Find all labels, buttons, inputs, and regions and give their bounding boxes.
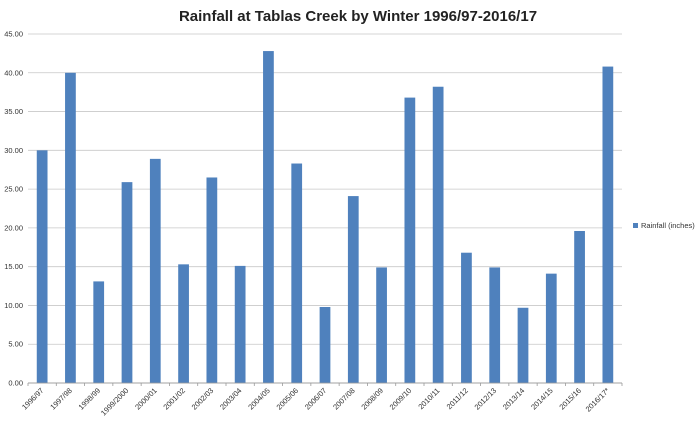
bar: [206, 177, 218, 383]
x-tick-label: 2003/04: [218, 386, 244, 412]
bar: [121, 182, 133, 383]
bar: [65, 72, 76, 384]
x-tick-label: 2012/13: [473, 386, 499, 412]
bar: [432, 86, 444, 383]
x-tick-label: 2016/17*: [584, 386, 612, 414]
x-tick-label: 1999/2000: [99, 386, 130, 417]
x-tick-label: 2008/09: [359, 386, 385, 412]
x-tick-label: 2010/11: [416, 386, 441, 411]
x-tick-label: 2011/12: [445, 386, 470, 411]
chart-title: Rainfall at Tablas Creek by Winter 1996/…: [179, 8, 537, 25]
legend-swatch: [633, 223, 638, 228]
bar: [347, 196, 359, 383]
y-tick-label: 40.00: [4, 68, 23, 77]
bar: [574, 230, 585, 383]
legend: Rainfall (inches): [633, 221, 695, 230]
bar: [291, 163, 303, 383]
bar: [489, 267, 501, 383]
x-tick-label: 2000/01: [133, 386, 159, 412]
bar: [517, 307, 529, 383]
y-tick-label: 20.00: [4, 223, 23, 232]
y-tick-label: 0.00: [8, 379, 23, 388]
x-tick-label: 1998/99: [77, 386, 103, 412]
x-tick-label: 2009/10: [388, 386, 414, 412]
y-tick-label: 15.00: [4, 262, 23, 271]
bar: [319, 306, 331, 383]
y-tick-label: 25.00: [4, 185, 23, 194]
bar: [36, 150, 48, 383]
x-tick-label: 2002/03: [190, 386, 216, 412]
bar: [149, 158, 161, 383]
x-tick-label: 2004/05: [246, 386, 272, 412]
bar: [461, 252, 472, 383]
bar: [178, 264, 189, 383]
x-tick-label: 2015/16: [557, 386, 583, 412]
x-tick-label: 2001/02: [161, 386, 187, 412]
bar: [234, 265, 246, 383]
y-tick-label: 10.00: [4, 301, 23, 310]
bar: [263, 51, 274, 383]
bars: [36, 51, 614, 384]
x-tick-label: 2013/14: [501, 386, 527, 412]
x-tick-label: 2006/07: [303, 386, 329, 412]
bar: [376, 267, 387, 383]
legend-label: Rainfall (inches): [641, 221, 695, 230]
x-tick-label: 1996/97: [20, 386, 46, 412]
bar: [93, 281, 105, 383]
y-axis-tick-labels: 0.00 5.00 10.00 15.00 20.00 25.00 30.00 35.00 40…: [4, 30, 23, 388]
y-tick-label: 35.00: [4, 107, 23, 116]
x-tick-label: 2007/08: [331, 386, 357, 412]
bar: [404, 97, 416, 384]
y-tick-label: 5.00: [8, 340, 23, 349]
y-tick-label: 30.00: [4, 146, 23, 155]
x-tick-label: 1997/98: [48, 386, 74, 412]
y-tick-label: 45.00: [4, 30, 23, 39]
x-tick-label: 2005/06: [275, 386, 301, 412]
bar: [602, 66, 614, 383]
x-tick-label: 2014/15: [529, 386, 555, 412]
bar: [545, 273, 557, 383]
